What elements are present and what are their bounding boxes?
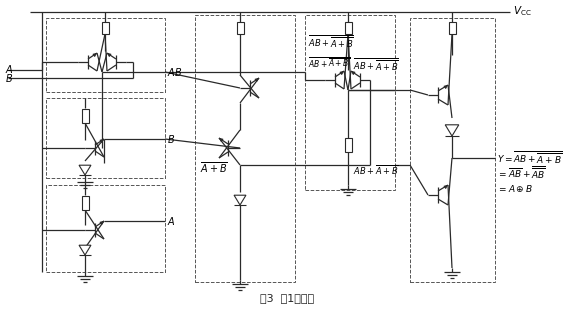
Text: $=\overline{AB}+\overline{\overline{A}\overline{B}}$: $=\overline{AB}+\overline{\overline{A}\o…	[497, 165, 545, 181]
Bar	[81, 196, 88, 210]
Bar	[410, 18, 495, 282]
Bar	[101, 22, 108, 34]
Text: $\overline{AB+\overline{A+B}}$: $\overline{AB+\overline{A+B}}$	[308, 33, 354, 50]
Text: $B$: $B$	[5, 72, 13, 84]
Bar	[449, 22, 456, 34]
Text: $A$: $A$	[167, 215, 175, 227]
Bar	[46, 185, 165, 272]
Text: $V_{\rm CC}$: $V_{\rm CC}$	[513, 4, 532, 18]
Text: $\overline{AB+\overline{A+B}}$: $\overline{AB+\overline{A+B}}$	[353, 57, 399, 74]
Bar	[81, 109, 88, 123]
Bar	[46, 18, 165, 92]
Text: $B$: $B$	[167, 133, 175, 145]
Text: $\overline{A+B}$: $\overline{A+B}$	[200, 161, 228, 176]
Text: $AB$: $AB$	[167, 66, 182, 78]
Polygon shape	[234, 195, 246, 205]
Text: $AB+\overline{A+B}$: $AB+\overline{A+B}$	[353, 163, 399, 177]
Bar	[305, 15, 395, 190]
Polygon shape	[445, 125, 459, 136]
Polygon shape	[79, 245, 91, 255]
Bar	[195, 15, 295, 282]
Text: $A$: $A$	[5, 63, 14, 75]
Text: 图3  例1的电路: 图3 例1的电路	[260, 293, 314, 303]
Text: $=A\oplus B$: $=A\oplus B$	[497, 183, 533, 193]
Bar	[344, 22, 351, 34]
Polygon shape	[79, 165, 91, 175]
Bar	[237, 22, 244, 34]
Bar	[46, 98, 165, 178]
Text: $\overline{AB+\overline{A+B}}$: $\overline{AB+\overline{A+B}}$	[308, 55, 350, 69]
Bar	[344, 138, 351, 152]
Text: $Y=\overline{AB+\overline{A+B}}$: $Y=\overline{AB+\overline{A+B}}$	[497, 150, 562, 166]
